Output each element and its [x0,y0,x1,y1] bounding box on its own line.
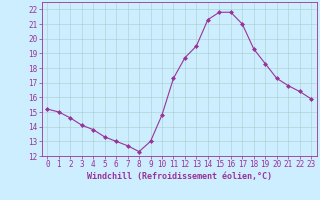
X-axis label: Windchill (Refroidissement éolien,°C): Windchill (Refroidissement éolien,°C) [87,172,272,181]
